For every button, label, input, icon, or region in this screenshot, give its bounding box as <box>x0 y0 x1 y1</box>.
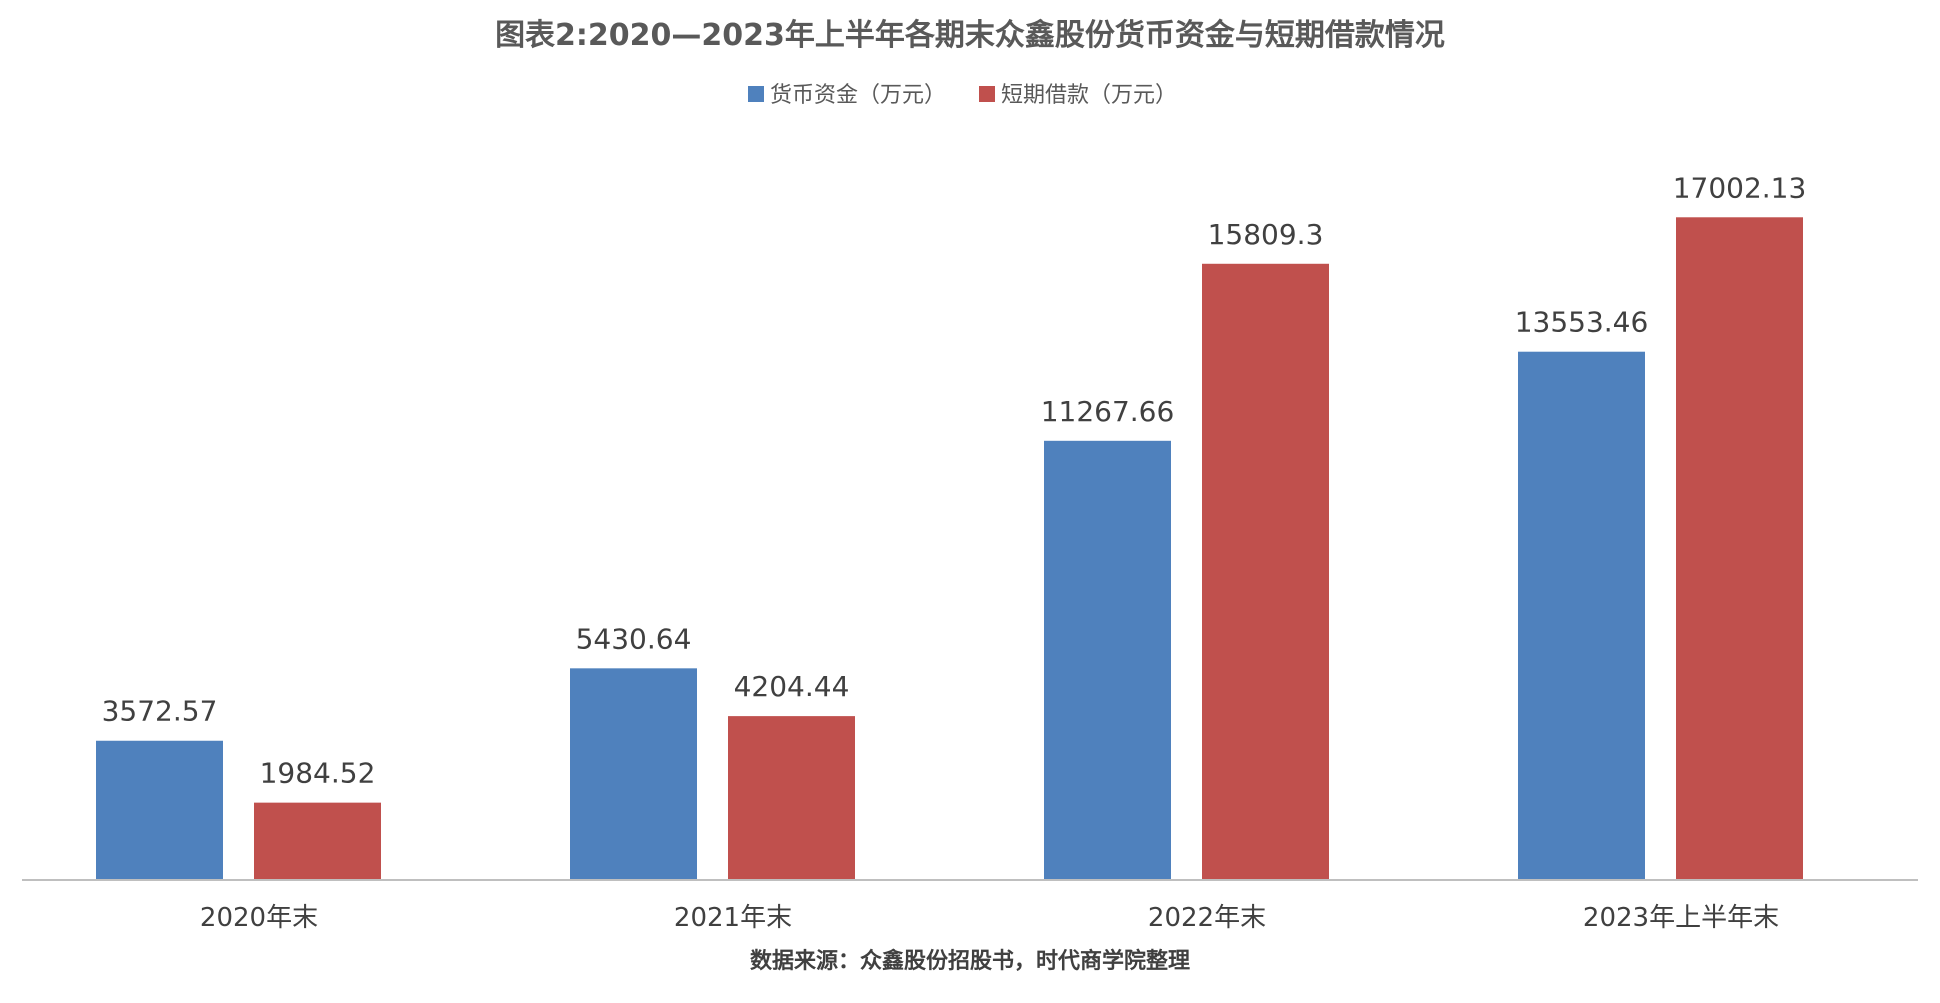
data-label-series2-4: 17002.13 <box>1673 171 1807 204</box>
bars-group <box>96 217 1803 880</box>
legend-label-1: 货币资金（万元） <box>770 83 946 108</box>
category-label-2: 2021年末 <box>674 903 792 933</box>
data-labels-group: 3572.57 1984.52 5430.64 4204.44 11267.66 1580… <box>102 171 1807 789</box>
category-label-3: 2022年末 <box>1148 903 1266 933</box>
category-labels-group: 2020年末 2021年末 2022年末 2023年上半年末 <box>200 903 1779 933</box>
category-label-4: 2023年上半年末 <box>1583 903 1779 933</box>
bar-series2-3 <box>1202 263 1329 880</box>
bar-series2-4 <box>1676 217 1803 880</box>
category-label-1: 2020年末 <box>200 903 318 933</box>
data-label-series1-2: 5430.64 <box>576 622 692 655</box>
data-label-series1-1: 3572.57 <box>102 695 218 728</box>
bar-series2-2 <box>728 716 855 880</box>
data-label-series1-4: 13553.46 <box>1515 306 1649 339</box>
legend-swatch-2 <box>979 86 995 102</box>
bar-series1-3 <box>1044 440 1171 880</box>
source-note: 数据来源：众鑫股份招股书，时代商学院整理 <box>750 948 1190 974</box>
chart-title: 图表2:2020—2023年上半年各期末众鑫股份货币资金与短期借款情况 <box>495 18 1445 53</box>
legend-label-2: 短期借款（万元） <box>1001 83 1177 108</box>
bar-series1-4 <box>1518 351 1645 880</box>
legend: 货币资金（万元） 短期借款（万元） <box>748 83 1177 108</box>
bar-series1-2 <box>570 668 697 880</box>
bar-series1-1 <box>96 740 223 880</box>
data-label-series2-1: 1984.52 <box>260 757 376 790</box>
legend-swatch-1 <box>748 86 764 102</box>
data-label-series2-2: 4204.44 <box>734 670 850 703</box>
data-label-series1-3: 11267.66 <box>1041 395 1175 428</box>
bar-series2-1 <box>254 802 381 880</box>
data-label-series2-3: 15809.3 <box>1208 218 1324 251</box>
